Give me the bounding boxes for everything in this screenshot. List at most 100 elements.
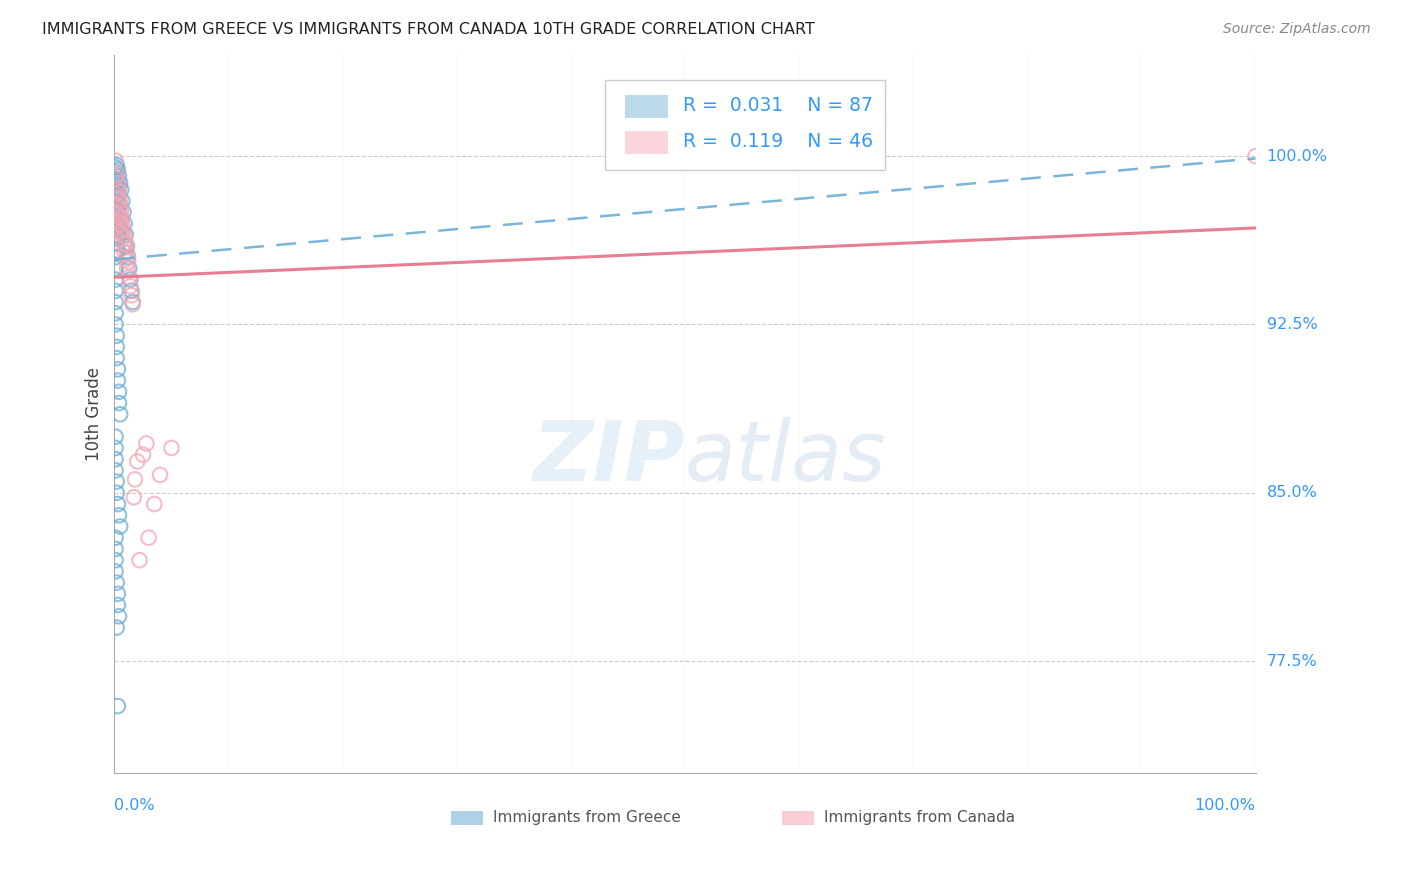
Point [104, 250, 127, 264]
Point [135, 436, 157, 450]
Point [104, 221, 127, 235]
Text: R =  0.119    N = 46: R = 0.119 N = 46 [683, 132, 873, 151]
Point [104, 441, 127, 455]
Point [108, 198, 131, 212]
Point [105, 210, 128, 224]
Point [108, 223, 131, 237]
Point [107, 587, 129, 601]
Point [104, 171, 127, 186]
Point [105, 328, 128, 343]
Text: 85.0%: 85.0% [1267, 485, 1317, 500]
Point [105, 351, 128, 366]
Point [108, 384, 131, 399]
Point [107, 497, 129, 511]
Text: ZIP: ZIP [533, 417, 685, 498]
Point [121, 284, 143, 298]
Point [114, 252, 136, 267]
Point [104, 531, 127, 545]
Point [111, 212, 134, 227]
Point [104, 463, 127, 477]
Point [104, 565, 127, 579]
Point [104, 167, 127, 181]
Point [110, 202, 132, 217]
Point [1244, 149, 1267, 163]
Point [105, 183, 128, 197]
Point [104, 187, 127, 202]
Point [104, 284, 127, 298]
Point [104, 161, 127, 175]
Point [104, 318, 127, 332]
Point [105, 158, 128, 172]
Y-axis label: 10th Grade: 10th Grade [86, 368, 103, 461]
Point [114, 230, 136, 244]
Point [108, 226, 131, 240]
Text: R =  0.031    N = 87: R = 0.031 N = 87 [683, 96, 873, 115]
Point [104, 295, 127, 310]
Point [108, 508, 131, 523]
Point [115, 261, 138, 276]
Text: Immigrants from Canada: Immigrants from Canada [824, 811, 1015, 825]
Point [104, 452, 127, 467]
Point [104, 217, 127, 231]
FancyBboxPatch shape [624, 131, 668, 154]
Point [108, 176, 131, 190]
Point [105, 340, 128, 354]
Point [122, 491, 145, 505]
Point [105, 198, 128, 212]
FancyBboxPatch shape [451, 811, 484, 825]
Point [105, 174, 128, 188]
Text: IMMIGRANTS FROM GREECE VS IMMIGRANTS FROM CANADA 10TH GRADE CORRELATION CHART: IMMIGRANTS FROM GREECE VS IMMIGRANTS FRO… [42, 22, 815, 37]
Point [107, 202, 129, 217]
Point [107, 176, 129, 190]
Point [104, 176, 127, 190]
Point [104, 189, 127, 203]
Point [128, 553, 150, 567]
Point [114, 239, 136, 253]
Point [105, 227, 128, 242]
Point [118, 261, 141, 276]
Point [114, 245, 136, 260]
Point [107, 207, 129, 221]
Point [105, 475, 128, 489]
Point [104, 221, 127, 235]
Point [104, 430, 127, 444]
Point [108, 407, 131, 421]
Point [112, 236, 135, 251]
Point [105, 219, 128, 233]
Point [105, 575, 128, 590]
Point [107, 699, 129, 714]
Point [105, 167, 128, 181]
Text: atlas: atlas [685, 417, 887, 498]
Text: 100.0%: 100.0% [1267, 149, 1327, 163]
FancyBboxPatch shape [624, 95, 668, 119]
Point [108, 519, 131, 533]
Point [121, 288, 143, 302]
Point [105, 201, 128, 215]
Point [108, 609, 131, 624]
FancyBboxPatch shape [605, 80, 884, 170]
Point [114, 236, 136, 251]
Point [104, 198, 127, 212]
Point [104, 171, 127, 186]
Point [114, 227, 136, 242]
Point [104, 212, 127, 227]
Point [105, 165, 128, 179]
Point [111, 226, 134, 240]
Point [104, 202, 127, 217]
Point [105, 192, 128, 206]
Point [104, 153, 127, 168]
Point [112, 221, 135, 235]
Point [120, 272, 142, 286]
Point [105, 183, 128, 197]
Point [118, 270, 141, 285]
Point [117, 254, 139, 268]
Point [104, 553, 127, 567]
Point [143, 497, 166, 511]
Point [108, 210, 131, 224]
Point [108, 169, 131, 184]
Point [107, 189, 129, 203]
Text: 0.0%: 0.0% [114, 798, 155, 814]
Point [107, 598, 129, 612]
Point [105, 485, 128, 500]
Point [117, 250, 139, 264]
